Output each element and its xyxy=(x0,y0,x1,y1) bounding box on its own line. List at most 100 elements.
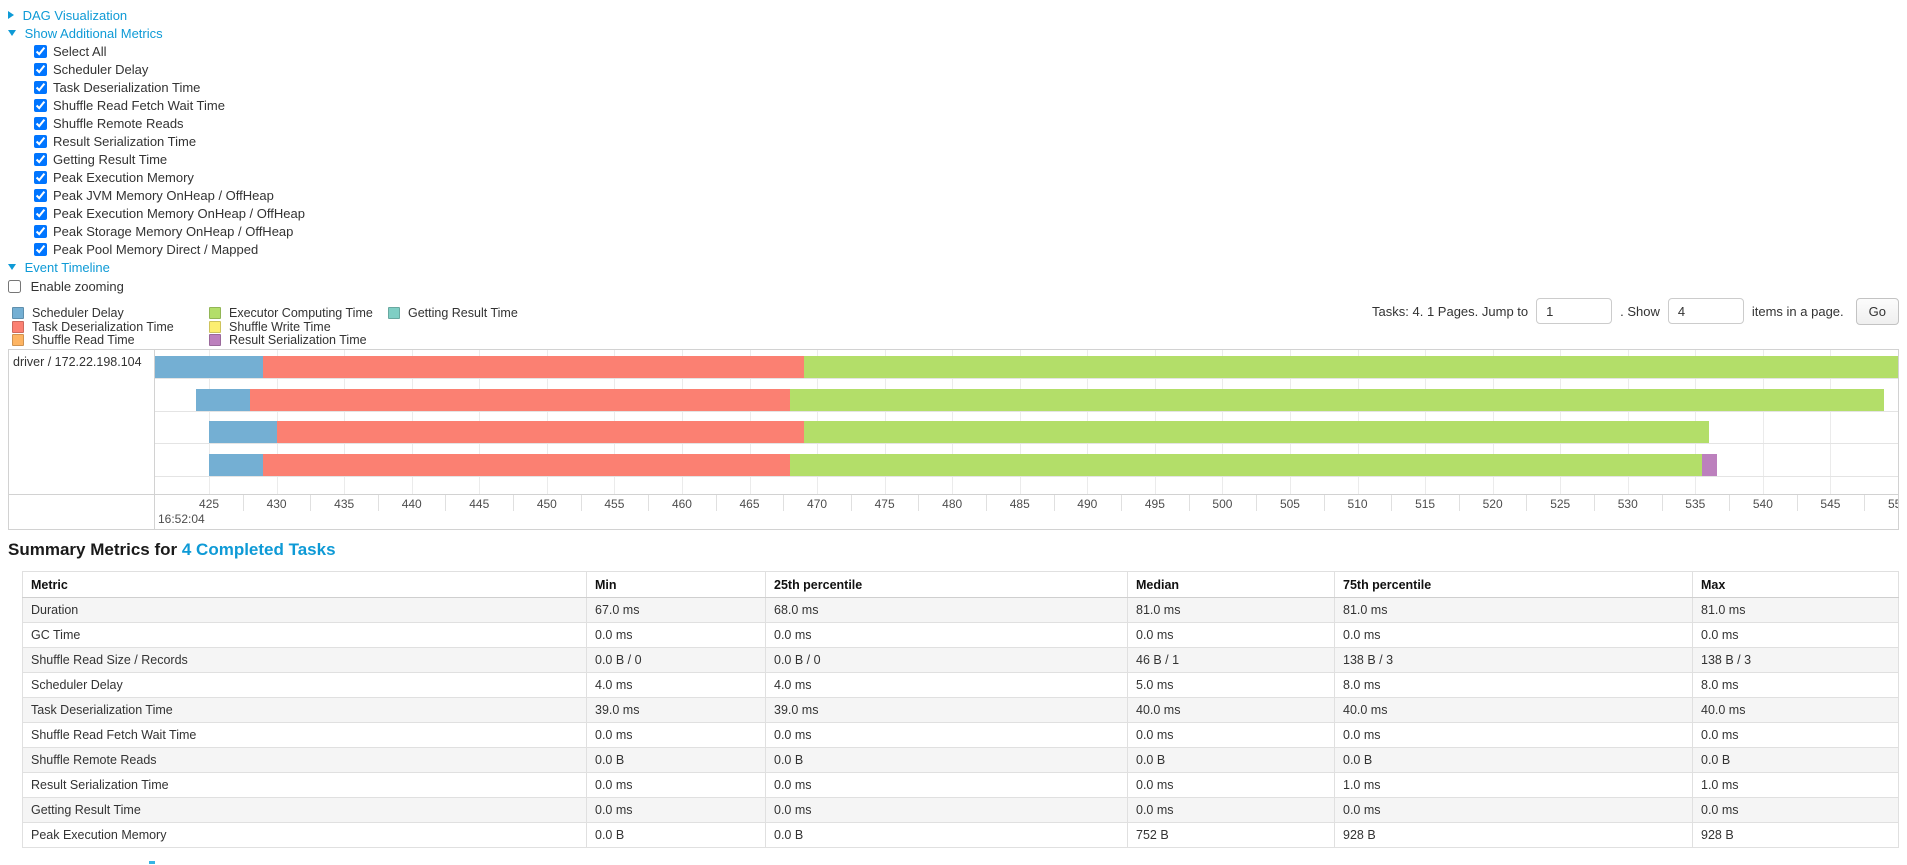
jump-to-page-input[interactable] xyxy=(1536,298,1613,324)
metric-checkbox-row: Peak Execution Memory OnHeap / OffHeap xyxy=(34,205,305,223)
metric-checkbox[interactable] xyxy=(34,171,47,184)
metric-checkbox-label: Result Serialization Time xyxy=(53,134,197,149)
legend-item: Scheduler Delay xyxy=(12,306,209,321)
legend-swatch-icon xyxy=(12,334,24,346)
axis-tick-line xyxy=(1864,495,1866,511)
event-timeline-toggle[interactable]: Event Timeline xyxy=(8,259,305,277)
metric-value-cell: 0.0 B xyxy=(765,822,1128,848)
metric-value-cell: 928 B xyxy=(1692,822,1899,848)
metric-checkbox-label: Shuffle Remote Reads xyxy=(53,116,184,131)
metric-value-cell: 1.0 ms xyxy=(1692,772,1899,798)
enable-zooming-checkbox[interactable] xyxy=(8,280,21,293)
go-button[interactable]: Go xyxy=(1855,297,1899,325)
timeline-task-segment-scheduler_delay[interactable] xyxy=(155,356,264,378)
summary-title-prefix: Summary Metrics for xyxy=(8,540,178,559)
timeline-task-segment-scheduler_delay[interactable] xyxy=(209,454,264,476)
timeline-task-segment-scheduler_delay[interactable] xyxy=(209,421,277,443)
axis-tick-line xyxy=(1121,495,1123,511)
completed-tasks-link[interactable]: 4 Completed Tasks xyxy=(181,540,336,559)
metric-checkbox-row: Shuffle Remote Reads xyxy=(34,115,305,133)
metric-checkbox[interactable] xyxy=(34,225,47,238)
timeline-gridline xyxy=(1830,350,1832,494)
metric-checkbox[interactable] xyxy=(34,153,47,166)
metric-checkbox[interactable] xyxy=(34,117,47,130)
metric-value-cell: 67.0 ms xyxy=(586,597,766,623)
axis-tick-line xyxy=(1593,495,1595,511)
metric-value-cell: 0.0 ms xyxy=(765,622,1128,648)
additional-metrics-checkbox-list: Select All Scheduler Delay Task Deserializ… xyxy=(8,43,305,259)
enable-zooming-label: Enable zooming xyxy=(30,279,124,294)
metric-value-cell: 138 B / 3 xyxy=(1692,647,1899,673)
metric-value-cell: 0.0 ms xyxy=(586,772,766,798)
timeline-task-segment-task_deserialization[interactable] xyxy=(263,356,804,378)
axis-tick-label: 430 xyxy=(266,497,287,511)
axis-tick-line xyxy=(580,495,582,511)
axis-tick-label: 520 xyxy=(1482,497,1503,511)
axis-tick-line xyxy=(648,495,650,511)
metric-name-cell: Task Deserialization Time xyxy=(22,697,587,723)
timeline-task-segment-task_deserialization[interactable] xyxy=(263,454,791,476)
metric-value-cell: 81.0 ms xyxy=(1692,597,1899,623)
metric-checkbox[interactable] xyxy=(34,243,47,256)
metric-checkbox[interactable] xyxy=(34,63,47,76)
table-row: Peak Execution Memory 0.0 B 0.0 B 752 B 928 … xyxy=(22,822,1899,848)
items-per-page-input[interactable] xyxy=(1667,298,1744,324)
metric-value-cell: 4.0 ms xyxy=(586,672,766,698)
timeline-task-segment-executor_computing[interactable] xyxy=(803,356,1898,378)
timeline-label-column-divider xyxy=(154,350,155,529)
table-row: Task Deserialization Time 39.0 ms 39.0 ms 4… xyxy=(22,697,1899,723)
axis-tick-line xyxy=(1323,495,1325,511)
timeline-task-segment-result_serialization[interactable] xyxy=(1702,454,1717,476)
axis-tick-line xyxy=(445,495,447,511)
metric-value-cell: 138 B / 3 xyxy=(1334,647,1693,673)
metric-value-cell: 0.0 ms xyxy=(765,722,1128,748)
timeline-legend: Scheduler Delay Task Deserialization Time… xyxy=(12,306,518,348)
metric-value-cell: 4.0 ms xyxy=(765,672,1128,698)
metric-checkbox[interactable] xyxy=(34,135,47,148)
metric-name-cell: Result Serialization Time xyxy=(22,772,587,798)
metric-checkbox[interactable] xyxy=(34,189,47,202)
timeline-axis-major-label: 16:52:04 xyxy=(158,512,205,526)
timeline-task-segment-task_deserialization[interactable] xyxy=(249,389,791,411)
axis-tick-label: 425 xyxy=(199,497,220,511)
axis-tick-label: 455 xyxy=(604,497,625,511)
metric-value-cell: 0.0 B / 0 xyxy=(586,647,766,673)
metric-checkbox[interactable] xyxy=(34,207,47,220)
table-header-cell: Metric xyxy=(22,571,587,598)
axis-tick-label: 545 xyxy=(1820,497,1841,511)
timeline-row-separator xyxy=(155,476,1898,477)
caret-right-icon xyxy=(8,11,14,19)
timeline-task-segment-executor_computing[interactable] xyxy=(790,454,1703,476)
metric-value-cell: 81.0 ms xyxy=(1127,597,1335,623)
timeline-task-segment-executor_computing[interactable] xyxy=(803,421,1709,443)
legend-item: Result Serialization Time xyxy=(209,333,388,348)
metric-value-cell: 40.0 ms xyxy=(1334,697,1693,723)
axis-tick-line xyxy=(242,495,244,511)
show-additional-metrics-label: Show Additional Metrics xyxy=(24,26,163,41)
timeline-task-segment-scheduler_delay[interactable] xyxy=(195,389,250,411)
legend-swatch-icon xyxy=(12,307,24,319)
metric-checkbox[interactable] xyxy=(34,99,47,112)
axis-tick-label: 505 xyxy=(1279,497,1300,511)
table-header-cell: Min xyxy=(586,571,766,598)
metric-checkbox-label: Peak Execution Memory OnHeap / OffHeap xyxy=(53,206,305,221)
legend-label: Shuffle Read Time xyxy=(32,333,135,347)
metric-checkbox-row: Peak Execution Memory xyxy=(34,169,305,187)
metric-checkbox[interactable] xyxy=(34,45,47,58)
metric-value-cell: 0.0 ms xyxy=(586,722,766,748)
timeline-task-segment-task_deserialization[interactable] xyxy=(276,421,804,443)
metric-value-cell: 0.0 ms xyxy=(586,622,766,648)
show-additional-metrics-toggle[interactable]: Show Additional Metrics xyxy=(8,25,305,43)
legend-swatch-icon xyxy=(12,320,24,333)
axis-tick-line xyxy=(513,495,515,511)
metric-checkbox[interactable] xyxy=(34,81,47,94)
dag-visualization-toggle[interactable]: DAG Visualization xyxy=(8,7,305,25)
legend-column: Scheduler Delay Task Deserialization Time… xyxy=(12,306,209,348)
axis-tick-line xyxy=(1391,495,1393,511)
legend-column: Getting Result Time xyxy=(388,306,518,348)
metric-value-cell: 0.0 ms xyxy=(1692,797,1899,823)
timeline-task-segment-executor_computing[interactable] xyxy=(790,389,1885,411)
axis-tick-line xyxy=(1729,495,1731,511)
metric-value-cell: 8.0 ms xyxy=(1334,672,1693,698)
metric-checkbox-label: Scheduler Delay xyxy=(53,62,149,77)
